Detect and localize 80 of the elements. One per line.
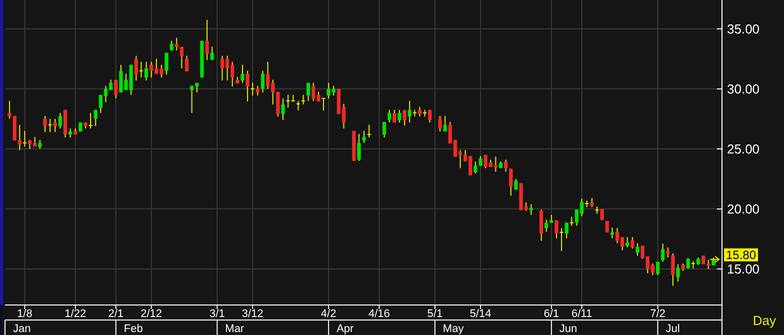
x-tick-label: 1/8 — [17, 308, 32, 320]
candlestick — [164, 52, 168, 75]
candlestick — [539, 209, 544, 242]
text: Jun — [559, 323, 578, 335]
text: Mar — [225, 323, 244, 335]
text: Jan — [13, 323, 31, 335]
candlestick — [559, 228, 564, 252]
x-axis-title: Day — [752, 313, 776, 328]
candlestick — [402, 109, 406, 126]
candlestick — [509, 168, 513, 196]
x-tick-label: 3/1 — [210, 308, 225, 320]
candlestick — [398, 109, 402, 123]
candlestick — [246, 70, 250, 102]
candlestick — [388, 109, 392, 123]
y-tick-label: 20.00 — [727, 201, 760, 216]
candlestick — [68, 128, 72, 138]
candlestick — [382, 121, 386, 138]
candlestick — [260, 70, 265, 93]
candlestick — [529, 204, 533, 216]
ref-line-label: 15.80 — [726, 248, 756, 262]
x-tick-label: 4/16 — [368, 308, 390, 320]
candlestick — [48, 118, 52, 133]
candlestick — [443, 115, 447, 132]
candlestick — [569, 216, 574, 226]
x-tick-label: 7/2 — [650, 308, 666, 320]
candlestick — [544, 219, 548, 232]
x-tick-label: 6/11 — [572, 308, 592, 320]
candlestick — [392, 109, 396, 123]
candlestick — [170, 40, 174, 51]
candlestick — [114, 79, 118, 99]
candlestick — [205, 19, 209, 61]
x-tick-label: 4/2 — [320, 308, 336, 320]
y-tick-label: 30.00 — [727, 81, 760, 96]
x-tick-label: 3/12 — [242, 308, 264, 320]
candlestick — [357, 133, 361, 162]
candlestick — [210, 46, 214, 61]
x-tick-label: 1/22 — [64, 308, 86, 320]
candlestick — [94, 109, 98, 127]
candlestick — [174, 37, 178, 51]
text: May — [442, 323, 464, 335]
candlestick — [250, 82, 255, 96]
text: Jul — [666, 323, 680, 335]
candlestick — [690, 260, 696, 269]
candlestick — [38, 139, 42, 150]
candlestick — [366, 124, 372, 138]
candlestick — [661, 243, 665, 262]
text: Apr — [336, 323, 354, 335]
x-tick-label: 2/12 — [140, 308, 162, 320]
candlestick — [636, 242, 640, 256]
candlestick — [306, 82, 310, 102]
candlestick — [240, 64, 244, 84]
candlestick — [474, 161, 478, 174]
candlestick — [610, 227, 614, 239]
x-tick-label: 6/1 — [544, 308, 560, 320]
text: Feb — [124, 323, 143, 335]
x-tick-label: 2/1 — [108, 308, 124, 320]
candlestick — [321, 98, 326, 111]
y-tick-label: 25.00 — [727, 141, 760, 156]
candlestick — [504, 159, 508, 172]
y-tick-label: 15.00 — [727, 262, 760, 277]
candlestick — [22, 130, 28, 147]
candlestick — [630, 236, 634, 250]
candlestick — [281, 98, 285, 121]
candlestick — [180, 46, 184, 69]
candlestick — [88, 112, 93, 129]
candlestick — [58, 112, 62, 129]
candlestick — [362, 130, 366, 144]
candlestick — [671, 252, 675, 286]
candlestick — [300, 94, 306, 105]
candlestick — [656, 261, 660, 276]
candlestick — [626, 236, 630, 248]
y-tick-label: 35.00 — [727, 21, 760, 36]
x-tick-label: 5/1 — [427, 308, 443, 320]
candlestick — [138, 61, 144, 78]
candlestick — [676, 264, 680, 282]
candlestick — [296, 100, 301, 111]
candlestick — [184, 55, 189, 72]
candlestick — [438, 115, 442, 132]
candlestick — [666, 246, 670, 258]
x-tick-label: 5/14 — [470, 308, 492, 320]
